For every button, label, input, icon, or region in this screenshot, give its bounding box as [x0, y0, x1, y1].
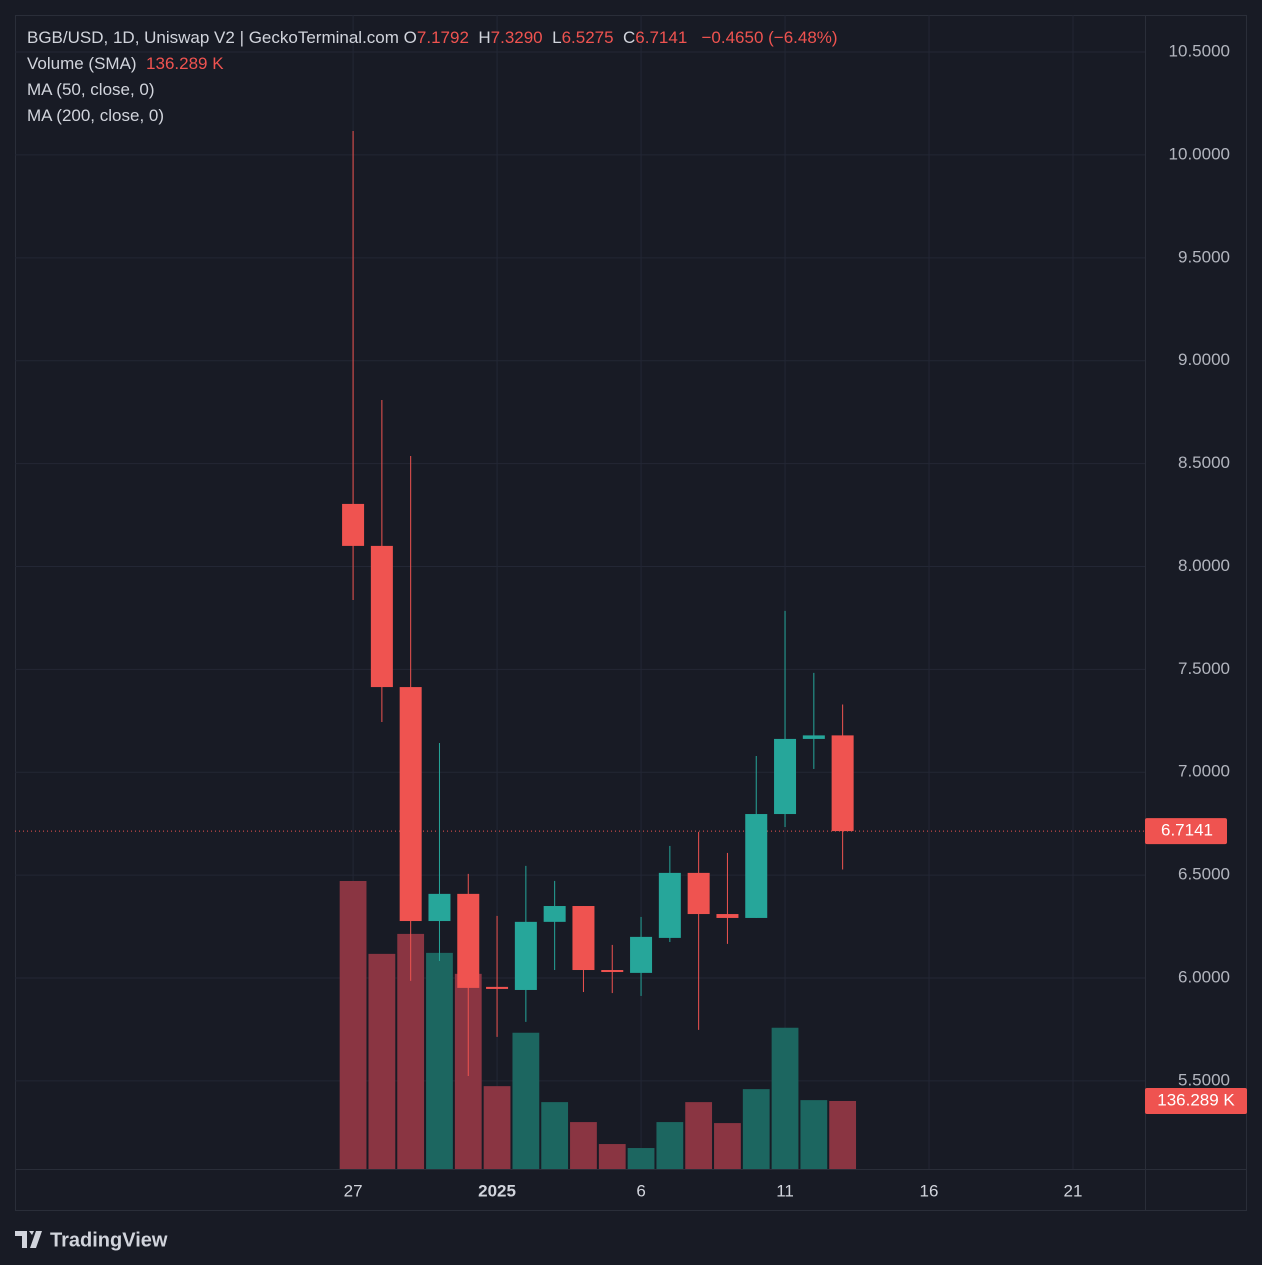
volume-bar [742, 1089, 770, 1169]
x-tick-label: 2025 [478, 1181, 516, 1200]
brand-logo: TradingView [15, 1229, 168, 1251]
candle-body [630, 936, 653, 973]
volume-bar [771, 1027, 799, 1169]
volume-legend: Volume (SMA) 136.289 K [27, 54, 224, 74]
y-tick-label: 9.0000 [1178, 350, 1230, 369]
y-tick-label: 5.5000 [1178, 1070, 1230, 1089]
y-tick-label: 10.5000 [1169, 42, 1230, 61]
ohlc-value: 6.7141 [635, 28, 688, 47]
volume-name: Volume (SMA) [27, 54, 137, 73]
candle-body [687, 872, 710, 915]
volume-label: 136.289 K [1157, 1090, 1235, 1109]
candle-body [399, 687, 422, 922]
volume-bar [570, 1122, 597, 1169]
y-tick-label: 8.5000 [1178, 453, 1230, 472]
price-label-box [1145, 818, 1227, 845]
y-tick-label: 6.5000 [1178, 865, 1230, 884]
x-tick-label: 21 [1064, 1181, 1083, 1200]
candle-body [514, 921, 537, 990]
volume-bar [656, 1122, 684, 1169]
volume-bar [685, 1102, 713, 1169]
chart-frame [15, 15, 1247, 1211]
volume-bar [627, 1148, 655, 1169]
indicator-legend: MA (50, close, 0) [27, 80, 155, 99]
x-tick-label: 27 [344, 1181, 363, 1200]
candle-body [831, 735, 854, 832]
candle-body [543, 906, 566, 922]
volume-bar [483, 1086, 511, 1169]
logo-icon [15, 1231, 42, 1248]
candle-body [745, 814, 768, 918]
volume-bar [714, 1123, 741, 1169]
volume-bar [426, 952, 453, 1169]
candle-body [486, 986, 509, 989]
price-pane [15, 131, 1145, 1076]
candle-body [802, 735, 825, 739]
candle-body [370, 545, 393, 688]
price-label: 6.7141 [1161, 821, 1213, 840]
candle-body [457, 893, 480, 988]
volume-pane [339, 881, 857, 1169]
candle-body [716, 914, 739, 918]
y-tick-label: 10.0000 [1169, 144, 1230, 163]
ohlc-value: 6.5275 [561, 28, 614, 47]
candle-body [774, 738, 797, 815]
volume-bar [800, 1100, 828, 1169]
brand-name: TradingView [50, 1229, 168, 1251]
candle-body [342, 503, 365, 546]
candle-body [428, 893, 451, 922]
candle-body [601, 970, 624, 973]
y-tick-label: 7.0000 [1178, 762, 1230, 781]
axes: 5.5000 6.0000 6.5000 7.0000 7.5000 8.0000 8.50… [344, 42, 1247, 1200]
ohlc-key: C [623, 28, 636, 47]
volume-label-box [1145, 1087, 1247, 1114]
ohlc-key: H [478, 28, 491, 47]
volume-bar [512, 1032, 540, 1169]
ohlc-key: L [552, 28, 562, 47]
volume-bar [598, 1144, 626, 1169]
change: −0.4650 (−6.48%) [701, 28, 838, 47]
title: BGB/USD, 1D, Uniswap V2 | GeckoTerminal.… [27, 28, 399, 47]
volume-bar [541, 1102, 569, 1169]
x-tick-label: 11 [776, 1181, 794, 1200]
volume-value: 136.289 K [146, 54, 224, 73]
volume-bar [829, 1100, 857, 1169]
x-tick-label: 6 [636, 1181, 645, 1200]
indicator-legend: MA (200, close, 0) [27, 106, 165, 125]
volume-bar [368, 953, 396, 1169]
ohlc-key: O [403, 28, 417, 47]
y-tick-label: 6.0000 [1178, 968, 1230, 987]
x-tick-label: 16 [920, 1181, 939, 1200]
header-legend: BGB/USD, 1D, Uniswap V2 | GeckoTerminal.… [27, 28, 838, 48]
candle-body [658, 872, 681, 938]
ohlc-value: 7.1792 [416, 28, 469, 47]
candle-body [572, 906, 595, 971]
volume-bar [339, 881, 367, 1169]
y-tick-label: 8.0000 [1178, 556, 1230, 575]
ohlc-value: 7.3290 [490, 28, 543, 47]
y-tick-label: 7.5000 [1178, 659, 1230, 678]
ohlc-legend: O7.1792 H7.3290 L6.5275 C6.7141 [404, 28, 697, 47]
y-tick-label: 9.5000 [1178, 247, 1230, 266]
